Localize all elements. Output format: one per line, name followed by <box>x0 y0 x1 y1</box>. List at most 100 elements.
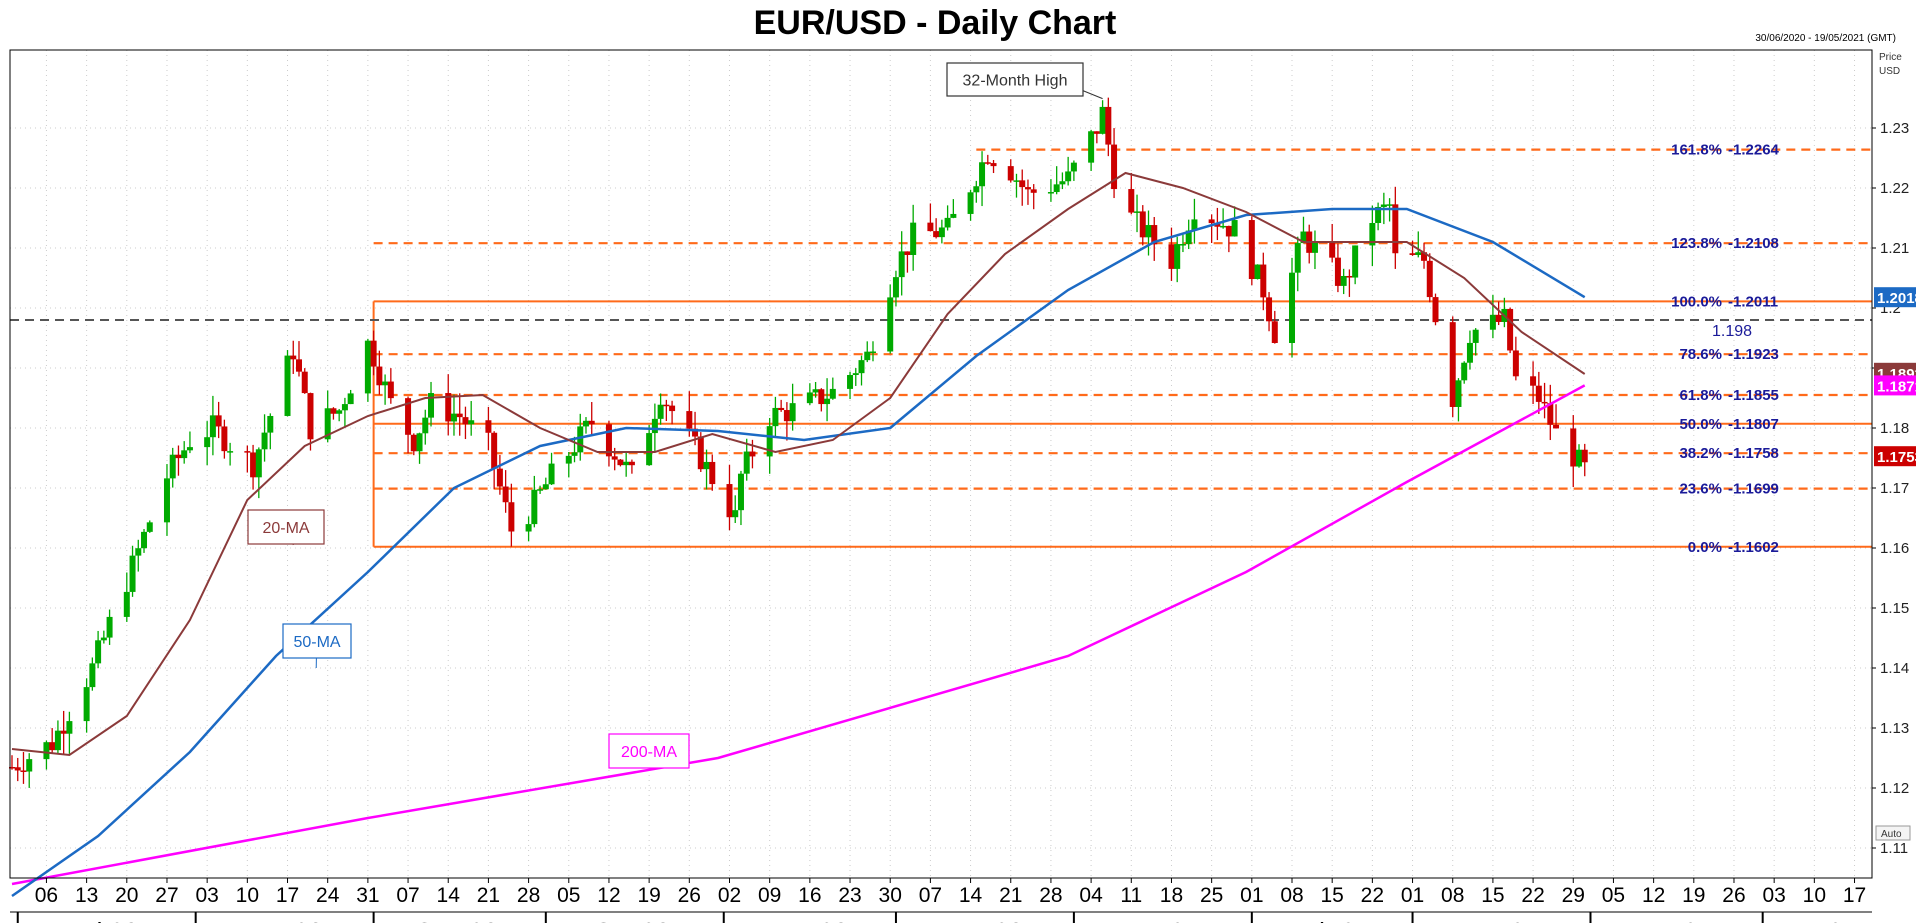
fib-value-label: -1.1602 <box>1728 539 1779 556</box>
candle-body <box>376 366 383 386</box>
candle-body <box>1432 297 1439 323</box>
x-tick-label: 23 <box>838 884 861 907</box>
candle-body <box>1547 403 1554 425</box>
auto-scale-button[interactable] <box>1875 825 1911 841</box>
month-label: Jul 20 <box>69 917 138 923</box>
candle-body <box>783 410 790 422</box>
x-tick-label: 10 <box>236 884 259 907</box>
candle-body <box>445 393 452 422</box>
candle-body <box>261 432 268 450</box>
candle-body <box>548 463 555 485</box>
x-tick-label: 15 <box>1481 884 1504 907</box>
x-tick-label: 22 <box>1361 884 1384 907</box>
x-tick-label: 31 <box>356 884 379 907</box>
candle-body <box>387 381 394 399</box>
candle-body <box>611 456 618 460</box>
candle-body <box>54 730 61 751</box>
month-label: Feb 21 <box>1289 917 1370 923</box>
candle-body <box>1093 131 1100 134</box>
candle-body <box>49 742 56 751</box>
annotation-box <box>247 509 325 545</box>
candle-body <box>1030 189 1037 193</box>
candle-body <box>772 407 779 427</box>
candle-body <box>1088 131 1095 163</box>
candle-body <box>864 351 871 361</box>
candle-body <box>818 389 825 405</box>
candle-body <box>605 424 612 457</box>
candle-body <box>1024 187 1031 190</box>
time-axis[interactable]: 06 13 20 27 03 10 17 24 31 07 14 21 28 05 12 19 26 02 09 16… <box>10 878 1872 923</box>
candle-body <box>646 433 653 466</box>
candle-body <box>697 436 704 470</box>
auto-scale-label: Auto <box>1881 829 1902 840</box>
fib-value-label: -1.2264 <box>1728 142 1780 159</box>
candle-body <box>1507 308 1514 351</box>
candle-body <box>307 393 314 440</box>
fib-value-label: -1.1758 <box>1728 445 1779 462</box>
fib-percent-label: 100.0% <box>1671 293 1722 310</box>
x-tick-label: 11 <box>1120 884 1142 907</box>
candle-body <box>186 447 193 451</box>
candle-body <box>1053 184 1060 193</box>
x-tick-label: 12 <box>597 884 620 907</box>
candle-body <box>910 222 917 255</box>
candle-body <box>215 415 222 427</box>
x-tick-label: 22 <box>1521 884 1544 907</box>
candle-body <box>468 420 475 425</box>
candle-body <box>1289 272 1296 343</box>
candle-body <box>1570 428 1577 467</box>
price-tag <box>1874 375 1916 396</box>
candle-body <box>1185 230 1192 245</box>
candle-body <box>852 373 859 376</box>
candle-body <box>1134 211 1141 213</box>
candle-body <box>43 742 50 760</box>
candle-body <box>588 420 595 425</box>
x-tick-label: 27 <box>155 884 178 907</box>
candle-body <box>531 489 538 525</box>
candle-body <box>1174 244 1181 269</box>
x-tick-label: 26 <box>1722 884 1745 907</box>
candle-body <box>301 371 308 394</box>
candle-body <box>416 433 423 452</box>
fib-percent-label: 38.2% <box>1679 445 1722 462</box>
candle-body <box>1111 144 1118 190</box>
candle-body <box>1421 252 1428 261</box>
candle-body <box>778 407 785 411</box>
candle-body <box>623 461 630 466</box>
candle-body <box>1369 223 1376 246</box>
candle-body <box>496 468 503 487</box>
candle-body <box>657 404 664 419</box>
candle-body <box>290 355 297 360</box>
candle-body <box>1105 106 1112 145</box>
candle-body <box>537 489 544 491</box>
x-tick-label: 02 <box>718 884 741 907</box>
candle-body <box>525 524 532 532</box>
x-tick-label: 16 <box>798 884 821 907</box>
price-axis[interactable]: Price USD Auto 1.231.221.211.21.191.181.… <box>1872 52 1916 857</box>
candle-body <box>806 392 813 404</box>
candle-body <box>1392 204 1399 254</box>
candle-body <box>255 449 262 478</box>
annotation-box <box>608 733 690 769</box>
candle-body <box>1266 297 1273 322</box>
x-tick-label: 28 <box>1039 884 1062 907</box>
y-tick-label: 1.14 <box>1880 660 1909 677</box>
x-tick-label: 20 <box>115 884 138 907</box>
y-tick-label: 1.21 <box>1880 240 1909 257</box>
annotation-label: 20-MA <box>262 520 309 537</box>
candle-body <box>1535 385 1542 402</box>
candle-body <box>181 450 188 459</box>
candle-body <box>1300 231 1307 244</box>
x-tick-label: 10 <box>1803 884 1826 907</box>
candle-body <box>938 227 945 238</box>
x-tick-label: 03 <box>195 884 218 907</box>
fib-percent-label: 161.8% <box>1671 142 1722 159</box>
candle-body <box>984 162 991 164</box>
candle-body <box>692 428 699 437</box>
candle-body <box>1466 342 1473 363</box>
candle-body <box>227 451 234 453</box>
candle-body <box>330 408 337 414</box>
candle-body <box>508 502 515 532</box>
candle-body <box>1260 264 1267 298</box>
